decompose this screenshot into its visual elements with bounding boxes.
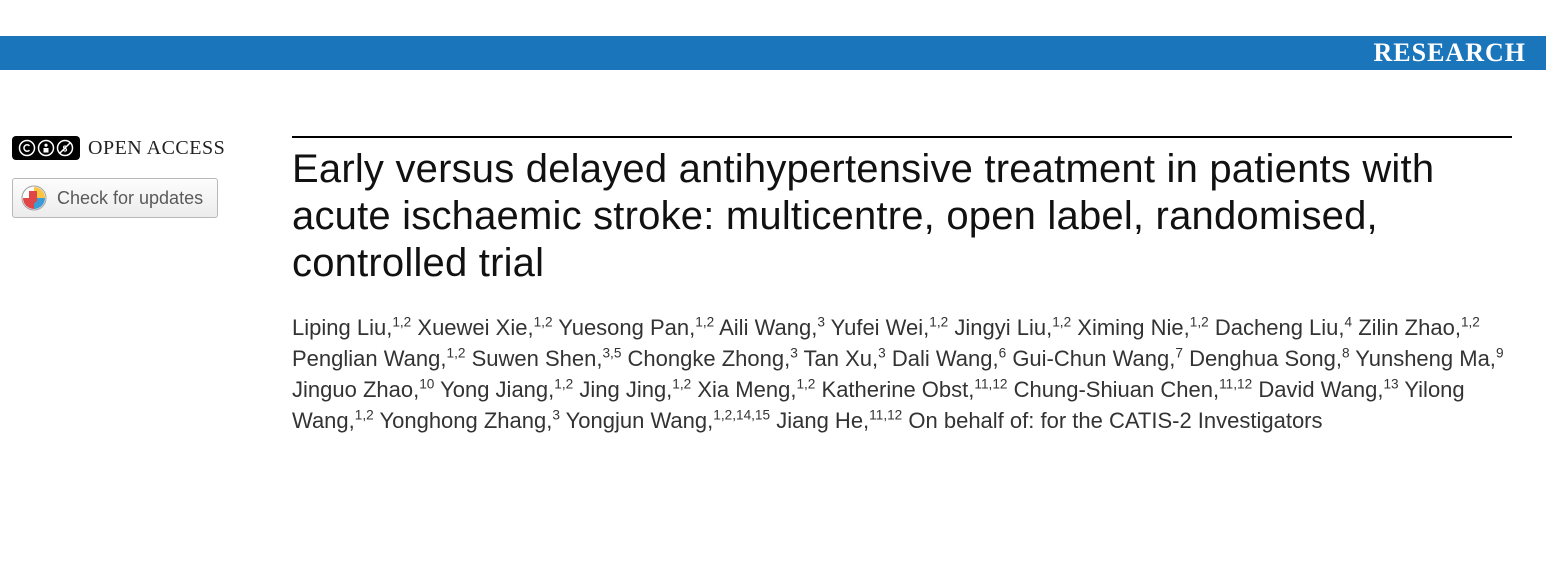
section-banner: RESEARCH bbox=[0, 36, 1546, 70]
affiliation-marker: 1,2 bbox=[796, 377, 815, 392]
author: Yong Jiang, bbox=[440, 377, 554, 402]
affiliation-marker: 1,2 bbox=[1461, 314, 1480, 329]
page-root: RESEARCH $ OPEN ACCESS bbox=[0, 0, 1546, 437]
author: Tan Xu, bbox=[804, 346, 879, 371]
affiliation-marker: 4 bbox=[1345, 314, 1353, 329]
author: Yongjun Wang, bbox=[566, 408, 714, 433]
author: Jinguo Zhao, bbox=[292, 377, 419, 402]
affiliation-marker: 11,12 bbox=[974, 377, 1007, 392]
author: Dacheng Liu, bbox=[1215, 315, 1345, 340]
affiliation-marker: 3,5 bbox=[602, 345, 621, 360]
author: Dali Wang, bbox=[892, 346, 999, 371]
affiliation-marker: 1,2 bbox=[447, 345, 466, 360]
affiliation-marker: 1,2 bbox=[554, 377, 573, 392]
article-main: Early versus delayed antihypertensive tr… bbox=[292, 136, 1534, 437]
author: Yuesong Pan, bbox=[558, 315, 695, 340]
author: Chongke Zhong, bbox=[628, 346, 791, 371]
content-row: $ OPEN ACCESS Chec bbox=[0, 70, 1546, 437]
author: Yufei Wei, bbox=[831, 315, 930, 340]
open-access-label: OPEN ACCESS bbox=[88, 137, 225, 160]
affiliation-marker: 3 bbox=[790, 345, 798, 360]
title-rule bbox=[292, 136, 1512, 138]
author: Aili Wang, bbox=[719, 315, 817, 340]
check-updates-label: Check for updates bbox=[57, 188, 203, 209]
affiliation-marker: 1,2 bbox=[672, 377, 691, 392]
affiliation-marker: 10 bbox=[419, 377, 434, 392]
affiliation-marker: 7 bbox=[1175, 345, 1183, 360]
author: Chung-Shiuan Chen, bbox=[1014, 377, 1219, 402]
author: David Wang, bbox=[1258, 377, 1383, 402]
author: Ximing Nie, bbox=[1077, 315, 1189, 340]
author: Denghua Song, bbox=[1189, 346, 1342, 371]
affiliation-marker: 11,12 bbox=[869, 408, 902, 423]
affiliation-marker: 3 bbox=[878, 345, 886, 360]
affiliation-marker: 3 bbox=[817, 314, 825, 329]
author: Jing Jing, bbox=[579, 377, 672, 402]
affiliation-marker: 1,2,14,15 bbox=[713, 408, 770, 423]
author: Penglian Wang, bbox=[292, 346, 447, 371]
affiliation-marker: 6 bbox=[999, 345, 1007, 360]
author: Yonghong Zhang, bbox=[379, 408, 552, 433]
author: Katherine Obst, bbox=[822, 377, 975, 402]
author: Liping Liu, bbox=[292, 315, 392, 340]
affiliation-marker: 9 bbox=[1496, 345, 1504, 360]
affiliation-marker: 1,2 bbox=[1052, 314, 1071, 329]
author: Zilin Zhao, bbox=[1358, 315, 1461, 340]
open-access-row: $ OPEN ACCESS bbox=[12, 136, 274, 160]
author: Suwen Shen, bbox=[472, 346, 603, 371]
affiliation-marker: 1,2 bbox=[695, 314, 714, 329]
affiliation-marker: 1,2 bbox=[929, 314, 948, 329]
author: Jingyi Liu, bbox=[954, 315, 1052, 340]
affiliation-marker: 3 bbox=[552, 408, 560, 423]
affiliation-marker: 1,2 bbox=[355, 408, 374, 423]
affiliation-marker: 13 bbox=[1383, 377, 1398, 392]
author: Jiang He, bbox=[776, 408, 869, 433]
crossmark-icon bbox=[21, 185, 47, 211]
affiliation-marker: 8 bbox=[1342, 345, 1350, 360]
affiliation-marker: 1,2 bbox=[392, 314, 411, 329]
cc-by-nc-icon: $ bbox=[12, 136, 80, 160]
author: Yunsheng Ma, bbox=[1355, 346, 1496, 371]
section-label: RESEARCH bbox=[1374, 38, 1526, 68]
author: Gui-Chun Wang, bbox=[1012, 346, 1175, 371]
affiliation-marker: 1,2 bbox=[534, 314, 553, 329]
affiliation-marker: 1,2 bbox=[1190, 314, 1209, 329]
author: Xuewei Xie, bbox=[417, 315, 533, 340]
author-suffix: On behalf of: for the CATIS-2 Investigat… bbox=[908, 408, 1322, 433]
sidebar: $ OPEN ACCESS Chec bbox=[12, 136, 292, 437]
affiliation-marker: 11,12 bbox=[1219, 377, 1252, 392]
author: Xia Meng, bbox=[697, 377, 796, 402]
article-title: Early versus delayed antihypertensive tr… bbox=[292, 146, 1512, 288]
author-list: Liping Liu,1,2 Xuewei Xie,1,2 Yuesong Pa… bbox=[292, 312, 1512, 437]
check-updates-button[interactable]: Check for updates bbox=[12, 178, 218, 218]
